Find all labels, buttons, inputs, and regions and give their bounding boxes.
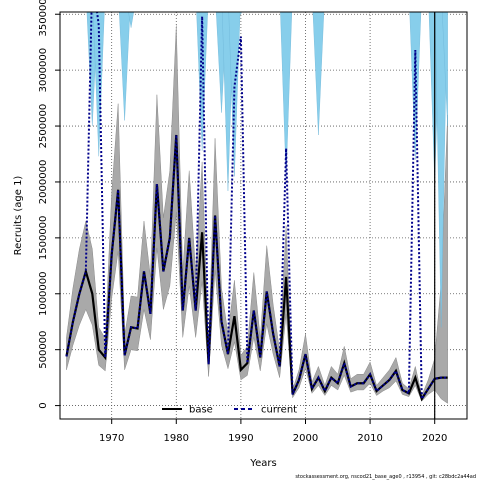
x-tick-label: 2000 [293, 433, 318, 444]
plot-frame [59, 11, 468, 420]
x-tick-label: 1970 [99, 433, 124, 444]
series-lines [65, 12, 448, 403]
x-tick-label: 2010 [357, 433, 382, 444]
current-series-line [65, 12, 448, 403]
y-tick-label: 0 [38, 402, 49, 408]
legend-base-label: base [189, 405, 213, 416]
y-tick-label: 1000000 [38, 271, 49, 316]
current-band-spike [240, 12, 242, 16]
current-band-spike [280, 12, 293, 179]
current-band-spike [92, 12, 105, 157]
y-tick-label: 3000000 [38, 48, 49, 93]
x-tick-label: 1990 [228, 433, 253, 444]
footer-credit: stockassessment.org, nscod21_base_age0 ,… [295, 474, 476, 480]
y-tick-label: 1500000 [38, 216, 49, 261]
current-band-spike [228, 12, 241, 177]
x-axis: 1970 1980 1990 2000 2010 2020 [99, 419, 447, 444]
x-tick-label: 1980 [164, 433, 189, 444]
y-tick-label: 500000 [38, 331, 49, 369]
legend-current-label: current [261, 405, 297, 416]
current-band-spike [128, 12, 134, 28]
y-axis-title: Recruits (age 1) [13, 176, 24, 256]
x-tick-label: 2020 [422, 433, 447, 444]
y-axis: 0 500000 1000000 1500000 2000000 2500000 30000… [38, 0, 60, 409]
y-tick-label: 3500000 [38, 0, 49, 37]
current-band-spike [434, 12, 448, 328]
base-series-line [65, 134, 448, 402]
x-axis-title: Years [249, 458, 276, 469]
current-band-spike [119, 12, 131, 121]
current-band-spike [196, 12, 208, 151]
y-tick-label: 2000000 [38, 160, 49, 205]
current-band-spike [312, 12, 325, 136]
current-band-spike [442, 12, 448, 127]
y-tick-label: 2500000 [38, 104, 49, 149]
legend: base current [162, 405, 297, 416]
